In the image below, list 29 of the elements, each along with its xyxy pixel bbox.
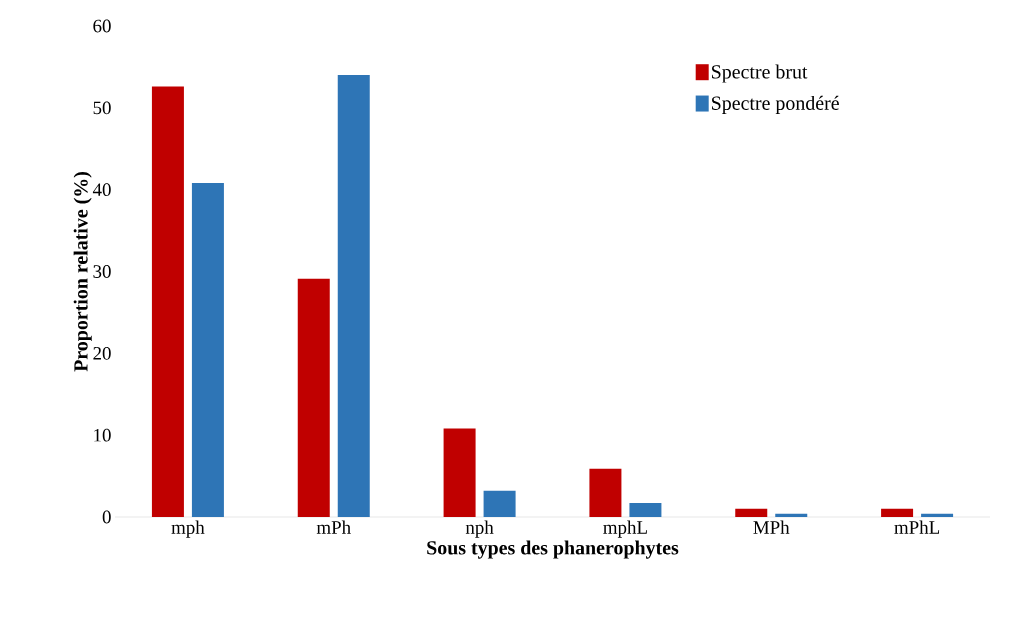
bar — [443, 428, 476, 517]
bar — [191, 183, 224, 517]
bar — [881, 508, 914, 517]
x-tick-label: mPhL — [894, 520, 940, 534]
y-tick-label: 30 — [93, 265, 111, 278]
bar — [589, 468, 622, 517]
bar — [151, 86, 184, 517]
bar — [629, 503, 662, 517]
bar — [735, 508, 768, 517]
y-tick-label: 60 — [93, 19, 111, 33]
legend-label: Spectre pondéré — [712, 95, 839, 114]
legend-label: Spectre brut — [712, 64, 808, 83]
x-tick-label: mphL — [603, 520, 647, 538]
x-tick-label: nph — [465, 520, 494, 538]
y-axis-title: Proportion relative (%) — [73, 172, 92, 372]
bar — [775, 513, 808, 517]
bar — [297, 278, 330, 517]
bar — [921, 513, 954, 517]
y-tick-label: 0 — [102, 510, 111, 524]
y-tick-label: 50 — [93, 101, 111, 115]
x-axis-title: Sous types des phanerophytes — [427, 540, 679, 559]
bar — [337, 75, 370, 517]
x-tick-label: mph — [171, 520, 205, 538]
bar — [483, 490, 516, 517]
y-tick-label: 10 — [94, 428, 111, 442]
y-tick-label: 40 — [92, 183, 111, 197]
y-tick-label: 20 — [93, 346, 111, 360]
x-tick-label: MPh — [753, 520, 790, 534]
x-tick-label: mPh — [316, 520, 351, 534]
